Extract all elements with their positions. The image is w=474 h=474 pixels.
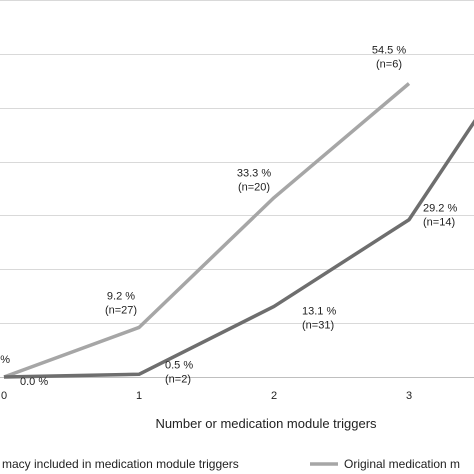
x-axis-title: Number or medication module triggers	[155, 416, 377, 431]
legend: macy included in medication module trigg…	[2, 457, 460, 471]
data-label: 9.2 %	[107, 290, 135, 302]
legend-label: Original medication m	[344, 457, 460, 471]
series-line-1	[3, 82, 411, 379]
data-label-n: (n=6)	[376, 58, 402, 70]
x-tick-label: 2	[271, 390, 277, 402]
data-label: 0.5 %	[165, 359, 193, 371]
data-label-n: (n=20)	[238, 182, 270, 194]
data-label: 54.5 %	[372, 44, 406, 56]
data-label-n: (n=2)	[165, 373, 191, 385]
data-label: 29.2 %	[423, 203, 457, 215]
data-label: 33.3 %	[237, 168, 271, 180]
legend-label: macy included in medication module trigg…	[2, 457, 239, 471]
x-tick-labels: 0 1 2 3	[1, 390, 412, 402]
x-tick-label: 1	[136, 390, 142, 402]
data-label-n: (n=31)	[302, 319, 334, 331]
series-line-2	[3, 119, 474, 379]
data-label: 13.1 %	[302, 305, 336, 317]
data-label: 0.0 %	[20, 376, 48, 388]
data-label: 0.0 %	[0, 354, 10, 366]
x-tick-label: 3	[406, 390, 412, 402]
data-labels: 0.0 % 9.2 % (n=27) 33.3 % (n=20) 54.5 % (n=6) 0…	[0, 44, 457, 388]
gridlines	[0, 0, 474, 378]
data-label-n: (n=27)	[105, 304, 137, 316]
x-tick-label: 0	[1, 390, 7, 402]
series-lines	[3, 82, 474, 379]
data-label-n: (n=14)	[423, 217, 455, 229]
